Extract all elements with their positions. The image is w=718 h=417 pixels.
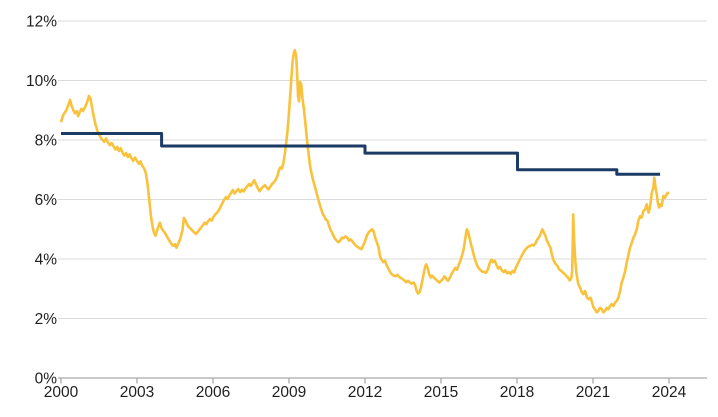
x-axis-label: 2009 xyxy=(272,384,306,401)
y-axis-label: 12% xyxy=(26,14,57,31)
x-axis-label: 2015 xyxy=(424,384,458,401)
x-axis-label: 2024 xyxy=(652,384,687,401)
y-axis-label: 2% xyxy=(35,311,58,328)
y-axis-label: 6% xyxy=(35,192,58,209)
x-axis-label: 2012 xyxy=(348,384,382,401)
gold-volatile-yield-line xyxy=(59,48,670,314)
y-axis-label: 0% xyxy=(35,371,58,388)
navy-step-line xyxy=(61,132,661,176)
y-axis-label: 10% xyxy=(26,73,57,90)
x-axis-label: 2006 xyxy=(196,384,230,401)
x-axis-label: 2021 xyxy=(576,384,610,401)
x-axis-label: 2003 xyxy=(120,384,154,401)
x-axis-label: 2018 xyxy=(500,384,534,401)
y-axis-label: 4% xyxy=(35,252,58,269)
x-axis-label: 2000 xyxy=(44,384,79,401)
y-axis-label: 8% xyxy=(35,133,58,150)
